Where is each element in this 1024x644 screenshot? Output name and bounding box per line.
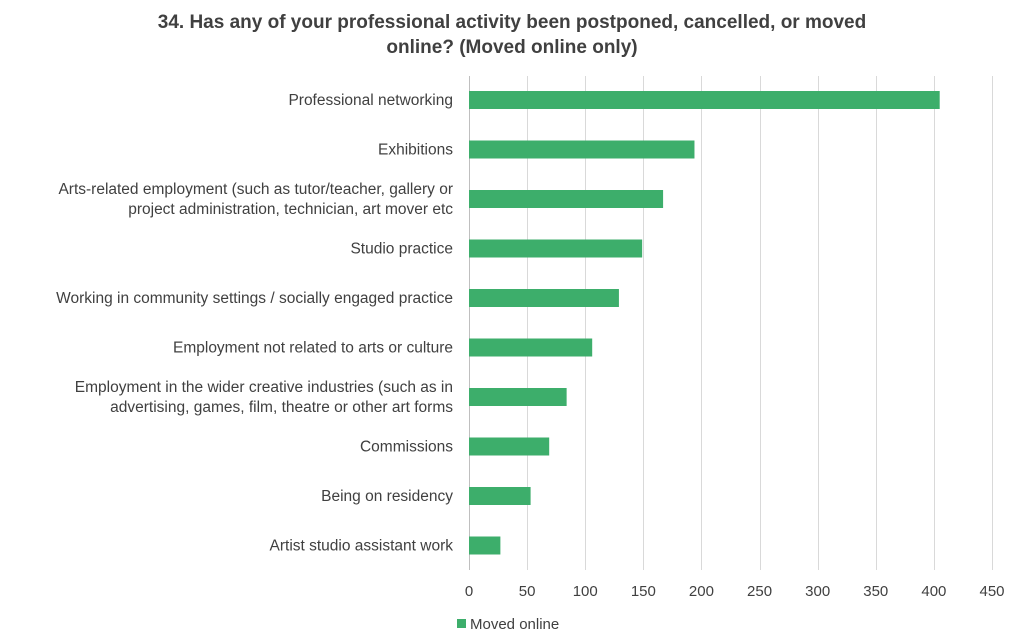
bar: [469, 190, 664, 208]
x-tick-label: 150: [631, 583, 656, 600]
bar: [469, 338, 593, 357]
x-tick-label: 50: [519, 583, 536, 600]
bar: [469, 437, 550, 456]
category-label-line: Studio practice: [350, 241, 453, 258]
category-label-line: Employment in the wider creative industr…: [75, 379, 453, 396]
category-label: Exhibitions: [378, 142, 453, 159]
bar: [469, 487, 531, 505]
category-label: Working in community settings / socially…: [56, 290, 453, 307]
category-label-line: Commissions: [360, 439, 453, 456]
legend-label: Moved online: [470, 616, 559, 633]
category-label-line: Artist studio assistant work: [270, 538, 454, 555]
legend-swatch: [457, 619, 466, 628]
category-label-line: Working in community settings / socially…: [56, 290, 453, 307]
category-label: Arts-related employment (such as tutor/t…: [58, 181, 453, 218]
x-tick-label: 400: [921, 583, 946, 600]
category-label-line: Employment not related to arts or cultur…: [173, 340, 453, 357]
bar: [469, 140, 695, 159]
category-label-line: project administration, technician, art …: [128, 201, 453, 218]
x-tick-label: 250: [747, 583, 772, 600]
bar: [469, 239, 643, 258]
bar: [469, 536, 501, 555]
category-label-line: Being on residency: [321, 488, 453, 505]
x-tick-label: 350: [863, 583, 888, 600]
category-label: Artist studio assistant work: [270, 538, 454, 555]
x-tick-label: 200: [689, 583, 714, 600]
category-label-line: advertising, games, film, theatre or oth…: [110, 399, 453, 416]
chart-title-line-2: online? (Moved online only): [386, 37, 638, 58]
x-tick-label: 100: [573, 583, 598, 600]
category-label-line: Arts-related employment (such as tutor/t…: [58, 181, 453, 198]
category-label: Employment in the wider creative industr…: [75, 379, 453, 416]
bar: [469, 289, 619, 307]
category-label-line: Exhibitions: [378, 142, 453, 159]
bar: [469, 388, 567, 406]
chart-title: 34. Has any of your professional activit…: [0, 10, 1024, 60]
x-tick-label: 300: [805, 583, 830, 600]
category-label: Commissions: [360, 439, 453, 456]
x-tick-label: 450: [979, 583, 1004, 600]
category-label-line: Professional networking: [288, 92, 453, 109]
bar: [469, 91, 940, 109]
category-label: Professional networking: [288, 92, 453, 109]
category-label: Employment not related to arts or cultur…: [173, 340, 453, 357]
category-label: Studio practice: [350, 241, 453, 258]
chart-title-line-1: 34. Has any of your professional activit…: [157, 12, 867, 33]
category-label: Being on residency: [321, 488, 453, 505]
x-tick-label: 0: [465, 583, 473, 600]
